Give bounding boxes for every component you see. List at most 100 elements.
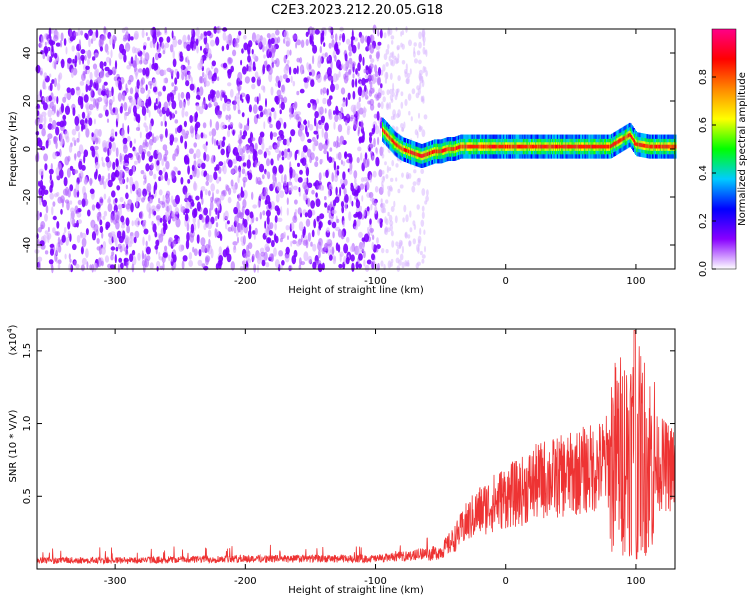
signal-cell — [610, 144, 612, 149]
noise-cell — [247, 49, 251, 55]
noise-cell — [276, 181, 282, 192]
noise-cell — [319, 158, 324, 164]
signal-cell — [664, 144, 667, 149]
noise-cell — [140, 170, 145, 175]
noise-cell — [190, 40, 194, 49]
noise-cell — [253, 150, 258, 159]
noise-cell — [358, 253, 363, 261]
noise-cell — [52, 151, 57, 160]
noise-cell — [299, 169, 303, 175]
noise-cell — [351, 188, 357, 196]
noise-cell — [114, 131, 118, 137]
noise-cell — [84, 54, 87, 61]
noise-cell — [348, 168, 353, 175]
noise-cell — [251, 76, 256, 83]
noise-cell — [312, 55, 315, 65]
noise-cell — [283, 38, 286, 44]
noise-cell — [145, 125, 149, 133]
noise-cell — [146, 182, 152, 193]
noise-cell — [370, 204, 373, 211]
noise-cell — [195, 121, 201, 128]
noise-cell — [91, 204, 96, 211]
noise-cell — [154, 245, 159, 250]
noise-cell — [411, 88, 416, 95]
noise-cell — [208, 190, 211, 197]
noise-cell — [294, 208, 298, 215]
signal-cell — [624, 135, 627, 140]
noise-cell — [421, 96, 424, 102]
noise-cell — [421, 30, 426, 38]
noise-cell — [185, 91, 191, 101]
noise-cell — [391, 240, 395, 248]
noise-cell — [174, 110, 178, 115]
noise-cell — [405, 214, 409, 223]
noise-cell — [88, 103, 94, 111]
noise-cell — [254, 142, 258, 151]
noise-cell — [189, 174, 193, 180]
noise-cell — [394, 94, 398, 101]
noise-cell — [283, 174, 287, 183]
noise-cell — [60, 32, 64, 41]
signal-cell — [403, 147, 406, 152]
noise-cell — [315, 198, 321, 207]
noise-cell — [162, 144, 168, 151]
noise-cell — [256, 96, 259, 105]
noise-cell — [142, 220, 147, 230]
noise-cell — [237, 236, 239, 244]
noise-cell — [143, 172, 147, 179]
noise-cell — [130, 202, 134, 213]
noise-cell — [174, 207, 180, 215]
noise-cell — [210, 93, 213, 99]
colorbar-label: Normalized spectral amplitude — [737, 72, 748, 226]
noise-cell — [144, 114, 147, 121]
noise-cell — [344, 201, 347, 212]
noise-cell — [406, 77, 410, 85]
noise-cell — [298, 221, 304, 232]
noise-cell — [207, 221, 213, 230]
noise-cell — [410, 116, 413, 122]
noise-cell — [201, 263, 206, 268]
signal-cell — [458, 145, 460, 150]
noise-cell — [111, 190, 116, 198]
signal-cell — [441, 149, 444, 153]
noise-cell — [155, 135, 160, 141]
noise-cell — [389, 72, 393, 80]
noise-cell — [351, 262, 355, 272]
noise-cell — [251, 253, 255, 262]
noise-cell — [205, 243, 210, 253]
noise-cell — [38, 139, 43, 148]
noise-cell — [60, 58, 65, 69]
noise-cell — [76, 211, 82, 218]
noise-cell — [272, 172, 276, 182]
signal-cell — [432, 150, 434, 154]
noise-cell — [237, 212, 243, 218]
noise-cell — [233, 103, 237, 111]
signal-cell — [470, 144, 473, 149]
noise-cell — [111, 141, 116, 152]
noise-cell — [211, 60, 216, 67]
noise-cell — [313, 138, 318, 144]
noise-cell — [259, 194, 262, 200]
noise-cell — [193, 180, 197, 190]
noise-cell — [168, 204, 173, 214]
noise-cell — [128, 169, 133, 176]
noise-cell — [274, 259, 280, 268]
signal-cell — [668, 144, 671, 149]
noise-cell — [420, 168, 425, 174]
noise-cell — [118, 236, 124, 244]
noise-cell — [114, 60, 118, 70]
noise-cell — [306, 131, 310, 138]
noise-cell — [164, 149, 169, 156]
signal-cell — [443, 148, 446, 153]
signal-cell — [437, 149, 439, 154]
noise-cell — [193, 248, 198, 256]
noise-cell — [42, 199, 47, 207]
noise-cell — [355, 211, 359, 217]
noise-cell — [358, 96, 361, 103]
noise-cell — [64, 253, 67, 260]
noise-cell — [193, 142, 197, 148]
noise-cell — [363, 209, 366, 217]
noise-cell — [238, 30, 242, 36]
noise-cell — [131, 183, 136, 192]
svg-text:(x104): (x104) — [6, 324, 19, 355]
